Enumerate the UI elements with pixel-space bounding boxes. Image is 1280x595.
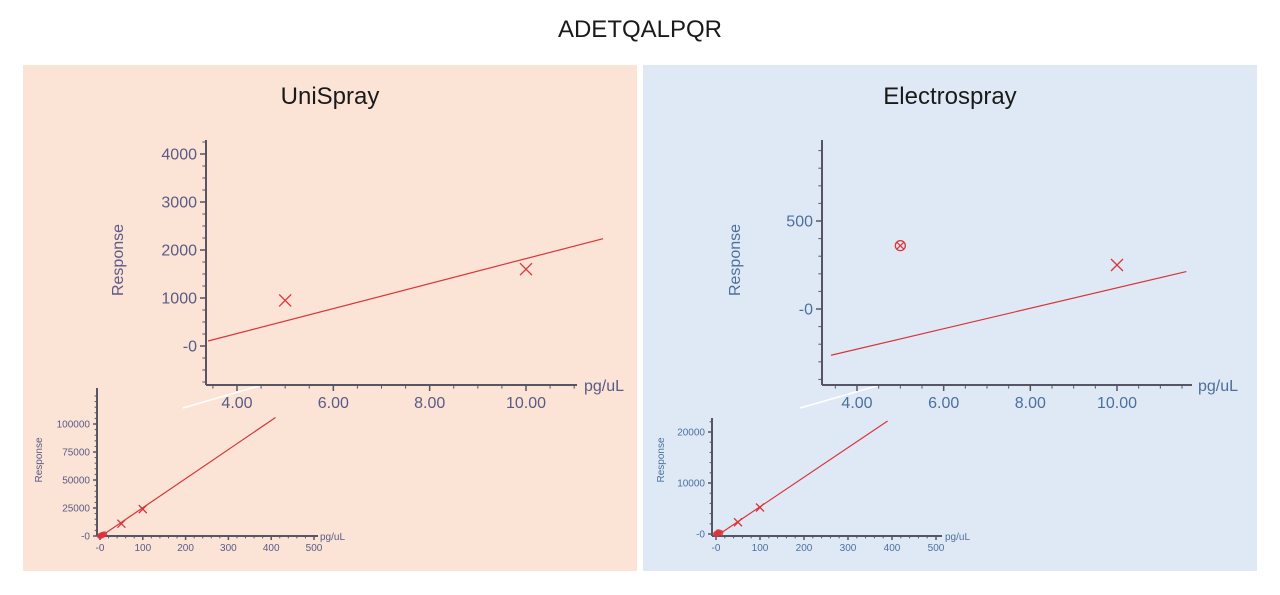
electrospray-inset-x-tick-label: -0: [712, 543, 721, 554]
unispray-main-data-point: [519, 262, 533, 276]
unispray-main-y-tick-label: 1000: [161, 291, 197, 308]
unispray-inset-x-axis-label: pg/uL: [320, 532, 345, 543]
unispray-main-y-tick-label: 3000: [161, 195, 197, 212]
unispray-inset-y-tick-label: 25000: [62, 504, 90, 515]
figure-title: ADETQALPQR: [557, 16, 723, 43]
electrospray-inset-data-point: [717, 529, 724, 536]
unispray-main-x-tick-label: 4.00: [221, 395, 252, 412]
electrospray-main-x-tick-label: 10.00: [1097, 395, 1137, 412]
electrospray-inset-y-tick-label: 20000: [677, 428, 705, 439]
unispray-inset-data-point: [138, 504, 148, 514]
electrospray-inset-data-point: [733, 517, 743, 527]
electrospray-main-excluded-point-cross: [896, 241, 905, 250]
electrospray-main-x-axis-label: pg/uL: [1198, 378, 1238, 395]
electrospray-main-y-axis-label: Response: [727, 224, 744, 296]
electrospray-panel-title: Electrospray: [883, 83, 1017, 110]
electrospray-main-excluded-point: [894, 239, 906, 252]
electrospray-inset-data-point: [755, 503, 765, 512]
unispray-main-x-axis-label: pg/uL: [584, 378, 624, 395]
unispray-main-x-tick-label: 6.00: [318, 395, 349, 412]
electrospray-main-y-tick-label: 500: [786, 214, 813, 231]
electrospray-inset-x-tick-label: 500: [928, 543, 945, 554]
unispray-main-y-axis-label: Response: [110, 224, 127, 296]
unispray-inset-y-tick-label: 75000: [62, 448, 90, 459]
electrospray-inset-y-tick-label: -0: [696, 530, 705, 541]
electrospray-main-fit-line: [830, 270, 1187, 356]
unispray-main-x-tick-label: 8.00: [414, 395, 445, 412]
unispray-inset-x-tick-label: 300: [220, 543, 237, 554]
unispray-main-x-tick-label: 10.00: [506, 395, 546, 412]
unispray-inset-y-tick-label: 50000: [62, 476, 90, 487]
unispray-main-data-point: [278, 293, 292, 307]
electrospray-main-x-tick-label: 6.00: [928, 395, 959, 412]
unispray-inset-fit-line: [99, 416, 276, 538]
unispray-inset-y-tick-label: -0: [81, 532, 90, 543]
unispray-inset-x-tick-label: 400: [263, 543, 280, 554]
electrospray-inset-x-axis-label: pg/uL: [945, 532, 970, 543]
electrospray-inset-x-tick-label: 400: [884, 543, 901, 554]
unispray-zoom-connector: [182, 384, 263, 409]
unispray-inset-y-tick-label: 100000: [57, 420, 91, 431]
unispray-inset-x-tick-label: 100: [134, 543, 151, 554]
electrospray-main-data-point: [1110, 258, 1124, 272]
unispray-main-fit-line: [207, 238, 604, 342]
electrospray-inset-y-axis-label: Response: [656, 437, 667, 482]
unispray-main-y-tick-label: -0: [183, 339, 197, 356]
unispray-inset-y-axis-label: Response: [34, 437, 45, 482]
unispray-inset-x-tick-label: 500: [306, 543, 323, 554]
unispray-main-y-tick-label: 4000: [161, 147, 197, 164]
electrospray-inset-x-tick-label: 100: [752, 543, 769, 554]
electrospray-inset-fit-line: [715, 420, 888, 537]
unispray-inset-x-tick-label: -0: [96, 543, 105, 554]
unispray-inset-data-point: [116, 519, 126, 529]
unispray-panel: UniSpray: [23, 65, 637, 571]
electrospray-inset-x-tick-label: 200: [796, 543, 813, 554]
electrospray-inset-x-tick-label: 300: [840, 543, 857, 554]
electrospray-main-x-tick-label: 8.00: [1015, 395, 1046, 412]
electrospray-inset-y-tick-label: 10000: [677, 479, 705, 490]
unispray-main-y-tick-label: 2000: [161, 243, 197, 260]
electrospray-zoom-connector: [799, 384, 881, 409]
electrospray-panel: Electrospray: [643, 65, 1257, 571]
unispray-panel-title: UniSpray: [280, 83, 380, 110]
unispray-inset-x-tick-label: 200: [177, 543, 194, 554]
unispray-inset-data-point: [101, 531, 108, 538]
electrospray-main-x-tick-label: 4.00: [841, 395, 872, 412]
electrospray-main-y-tick-label: -0: [799, 302, 813, 319]
